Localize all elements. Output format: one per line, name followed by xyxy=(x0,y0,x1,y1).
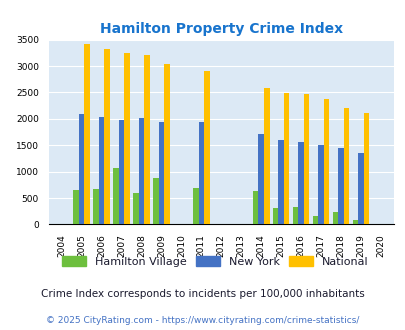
Bar xyxy=(343,108,348,224)
Bar xyxy=(332,212,337,224)
Bar xyxy=(278,140,283,224)
Bar xyxy=(283,93,289,224)
Bar xyxy=(272,208,278,224)
Bar xyxy=(153,179,158,224)
Bar xyxy=(323,99,328,224)
Bar xyxy=(133,193,139,224)
Text: © 2025 CityRating.com - https://www.cityrating.com/crime-statistics/: © 2025 CityRating.com - https://www.city… xyxy=(46,315,359,325)
Bar xyxy=(73,190,79,224)
Bar xyxy=(79,114,84,224)
Bar xyxy=(144,55,149,224)
Bar xyxy=(303,94,309,224)
Bar xyxy=(93,189,98,224)
Bar xyxy=(192,188,198,224)
Bar xyxy=(357,152,363,224)
Bar xyxy=(98,117,104,224)
Bar xyxy=(198,122,204,224)
Bar xyxy=(204,71,209,224)
Bar xyxy=(318,145,323,224)
Bar xyxy=(337,148,343,224)
Bar xyxy=(263,88,269,224)
Bar xyxy=(158,122,164,224)
Bar xyxy=(363,113,369,224)
Bar xyxy=(118,120,124,224)
Bar xyxy=(312,216,318,224)
Text: Crime Index corresponds to incidents per 100,000 inhabitants: Crime Index corresponds to incidents per… xyxy=(41,289,364,299)
Bar xyxy=(292,207,298,224)
Bar xyxy=(258,134,263,224)
Title: Hamilton Property Crime Index: Hamilton Property Crime Index xyxy=(100,22,342,36)
Bar xyxy=(104,49,110,224)
Bar xyxy=(298,142,303,224)
Legend: Hamilton Village, New York, National: Hamilton Village, New York, National xyxy=(62,256,368,267)
Bar xyxy=(124,53,130,224)
Bar xyxy=(84,44,90,224)
Bar xyxy=(139,118,144,224)
Bar xyxy=(352,220,357,224)
Bar xyxy=(113,168,118,224)
Bar xyxy=(164,64,169,224)
Bar xyxy=(252,191,258,224)
